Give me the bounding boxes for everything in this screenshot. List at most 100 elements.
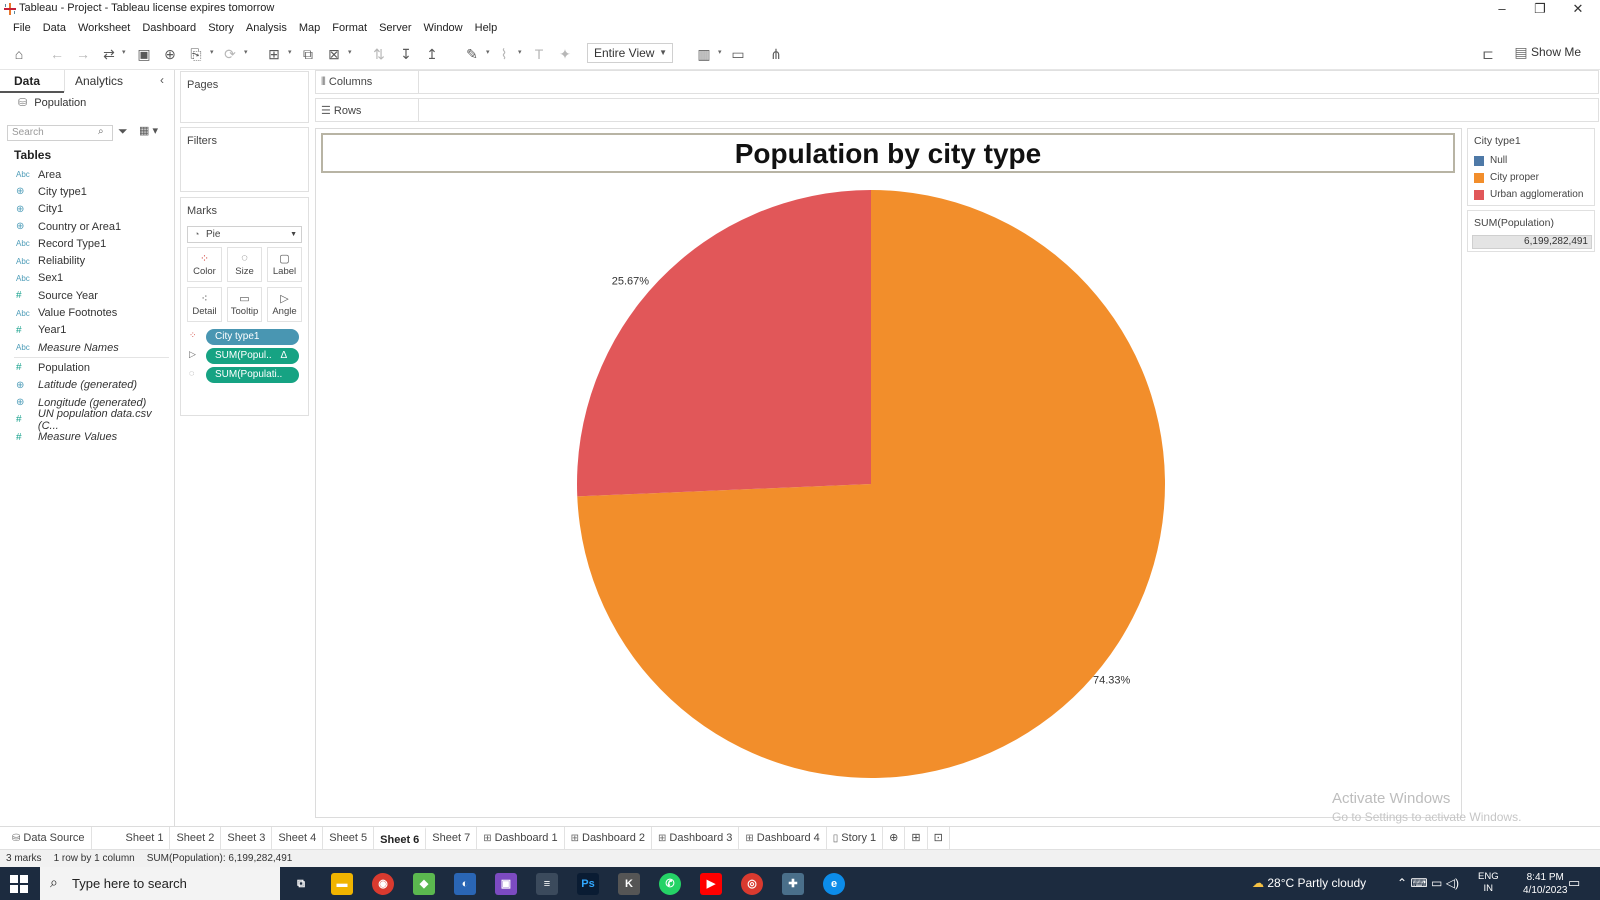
pin-icon[interactable]: ✦ xyxy=(559,46,571,62)
view-select[interactable]: Entire View ▼ xyxy=(587,43,673,63)
tab-analytics[interactable]: Analytics xyxy=(75,74,124,88)
pie-slice-city-proper[interactable] xyxy=(577,190,1165,778)
new-datasource-icon[interactable]: ⊕ xyxy=(164,46,176,62)
sort-ascending-icon[interactable]: ↧ xyxy=(400,46,412,62)
pause-caret-icon[interactable]: ▾ xyxy=(210,49,214,56)
presentation-icon[interactable]: ▭ xyxy=(731,46,745,62)
tab-sheet-4[interactable]: Sheet 4 xyxy=(272,826,324,849)
angle-button[interactable]: ▷ Angle xyxy=(267,287,302,322)
field-item[interactable]: Abc Sex1 xyxy=(0,270,175,287)
tab-data-source[interactable]: ⛁ Data Source xyxy=(6,826,92,849)
field-item[interactable]: ⊕ Latitude (generated) xyxy=(0,377,175,394)
app-k-icon[interactable]: K xyxy=(618,873,640,895)
tab-sheet-5[interactable]: Sheet 5 xyxy=(323,826,375,849)
filters-shelf[interactable]: Filters xyxy=(180,127,309,192)
pie-slice-urban-agglomeration[interactable] xyxy=(577,189,871,497)
show-me-board-icon[interactable]: ⊏ xyxy=(1482,46,1494,62)
taskbar-clock[interactable]: 8:41 PM 4/10/2023 xyxy=(1523,871,1568,897)
field-item[interactable]: ⊕ Longitude (generated) xyxy=(0,394,175,411)
home-icon[interactable]: ⌂ xyxy=(14,46,24,62)
menu-story[interactable]: Story xyxy=(208,21,234,34)
legend-item-city-proper[interactable]: City proper xyxy=(1474,172,1539,183)
clear-sheet-icon[interactable]: ⊠ xyxy=(328,46,340,62)
menu-map[interactable]: Map xyxy=(298,21,321,34)
color-button[interactable]: ⁘ Color xyxy=(187,247,222,282)
field-item[interactable]: Abc Value Footnotes xyxy=(0,304,175,321)
group-icon[interactable]: ⌇ xyxy=(500,46,508,62)
tab-sheet-1[interactable]: Sheet 1 xyxy=(120,826,171,849)
tab-data[interactable]: Data xyxy=(14,74,41,88)
menu-server[interactable]: Server xyxy=(379,21,412,34)
tooltip-button[interactable]: ▭ Tooltip xyxy=(227,287,262,322)
notepad-icon[interactable]: ≡ xyxy=(536,873,558,895)
highlight-caret-icon[interactable]: ▾ xyxy=(486,49,490,56)
view-options-icon[interactable]: ▦ ▾ xyxy=(139,125,158,137)
collapse-pane-icon[interactable]: ‹ xyxy=(160,73,164,87)
tab-dashboard-4[interactable]: ⊞ Dashboard 4 xyxy=(739,826,827,849)
app-green-icon[interactable]: ◆ xyxy=(413,873,435,895)
legend-item-urban-agglomeration[interactable]: Urban agglomeration xyxy=(1474,189,1583,200)
replay-caret-icon[interactable]: ▾ xyxy=(122,49,126,56)
photoshop-icon[interactable]: Ps xyxy=(577,873,599,895)
menu-worksheet[interactable]: Worksheet xyxy=(77,21,131,34)
chrome-icon[interactable]: ◉ xyxy=(372,873,394,895)
tab-sheet-7[interactable]: Sheet 7 xyxy=(426,826,478,849)
language-indicator[interactable]: ENG IN xyxy=(1478,871,1499,895)
detail-button[interactable]: ⁖ Detail xyxy=(187,287,222,322)
show-me-button[interactable]: Show Me xyxy=(1531,45,1582,59)
search-input[interactable]: Search xyxy=(7,125,113,141)
chart-title-box[interactable]: Population by city type xyxy=(321,133,1455,173)
pause-updates-icon[interactable]: ⎘ xyxy=(190,46,202,62)
pages-shelf[interactable]: Pages xyxy=(180,71,309,123)
field-item[interactable]: Abc Record Type1 xyxy=(0,235,175,252)
field-item[interactable]: # Source Year xyxy=(0,287,175,304)
tab-dashboard-3[interactable]: ⊞ Dashboard 3 xyxy=(652,826,740,849)
chrome-profile-icon[interactable]: ◎ xyxy=(741,873,763,895)
field-item[interactable]: Abc Reliability xyxy=(0,252,175,269)
filter-icon[interactable]: ⏷ xyxy=(118,124,128,138)
legend-item-null[interactable]: Null xyxy=(1474,155,1507,166)
sort-descending-icon[interactable]: ↥ xyxy=(426,46,438,62)
menu-file[interactable]: File xyxy=(13,21,31,34)
new-worksheet-tab-icon[interactable]: ⊕ xyxy=(883,826,906,849)
youtube-icon[interactable]: ▶ xyxy=(700,873,722,895)
taskbar-search-input[interactable]: ⌕ Type here to search xyxy=(40,867,280,900)
tab-sheet-6[interactable]: Sheet 6 xyxy=(374,826,427,849)
windows-start-icon[interactable] xyxy=(10,875,28,893)
datasource-item[interactable]: ⛁ Population xyxy=(18,96,86,109)
field-item[interactable]: ⊕ City type1 xyxy=(0,183,175,200)
field-item[interactable]: # Population xyxy=(0,359,175,376)
highlight-icon[interactable]: ✎ xyxy=(466,46,478,62)
field-item[interactable]: # Year1 xyxy=(0,322,175,339)
refresh-icon[interactable]: ⟳ xyxy=(224,46,236,62)
tab-sheet-3[interactable]: Sheet 3 xyxy=(221,826,273,849)
undo-icon[interactable]: ← xyxy=(50,46,64,62)
menu-analysis[interactable]: Analysis xyxy=(245,21,287,34)
new-worksheet-icon[interactable]: ⊞ xyxy=(268,46,280,62)
mark-type-select[interactable]: ◔ Pie ▼ xyxy=(187,226,302,243)
rows-shelf[interactable]: ☰ Rows xyxy=(315,98,1599,122)
tableau-taskbar-icon[interactable]: ✚ xyxy=(782,873,804,895)
replay-icon[interactable]: ⇄ xyxy=(103,46,115,62)
menu-help[interactable]: Help xyxy=(474,21,498,34)
group-caret-icon[interactable]: ▾ xyxy=(518,49,522,56)
pie-chart[interactable]: 74.33% 25.67% xyxy=(316,129,1463,819)
file-explorer-icon[interactable]: ▬ xyxy=(331,873,353,895)
whatsapp-icon[interactable]: ✆ xyxy=(659,873,681,895)
system-tray-icons[interactable]: ⌃ ⌨ ▭ ◁) xyxy=(1397,876,1459,890)
field-item[interactable]: # Measure Values xyxy=(0,428,175,445)
tab-dashboard-2[interactable]: ⊞ Dashboard 2 xyxy=(565,826,652,849)
size-button[interactable]: ◌ Size xyxy=(227,247,262,282)
field-item[interactable]: ⊕ City1 xyxy=(0,201,175,218)
photos-icon[interactable]: ▣ xyxy=(495,873,517,895)
columns-shelf[interactable]: ⦀ Columns xyxy=(315,70,1599,94)
show-me-icon[interactable]: ▤ xyxy=(1514,44,1528,60)
save-icon[interactable]: ▣ xyxy=(137,46,151,62)
duplicate-sheet-icon[interactable]: ⧉ xyxy=(303,46,313,62)
share-icon[interactable]: ⋔ xyxy=(770,46,782,62)
menu-format[interactable]: Format xyxy=(332,21,368,34)
tab-dashboard-1[interactable]: ⊞ Dashboard 1 xyxy=(477,826,565,849)
pill-city-type[interactable]: City type1 xyxy=(206,329,299,345)
close-icon[interactable]: ✕ xyxy=(1572,1,1584,16)
tab-story-1[interactable]: ▯ Story 1 xyxy=(827,826,884,849)
